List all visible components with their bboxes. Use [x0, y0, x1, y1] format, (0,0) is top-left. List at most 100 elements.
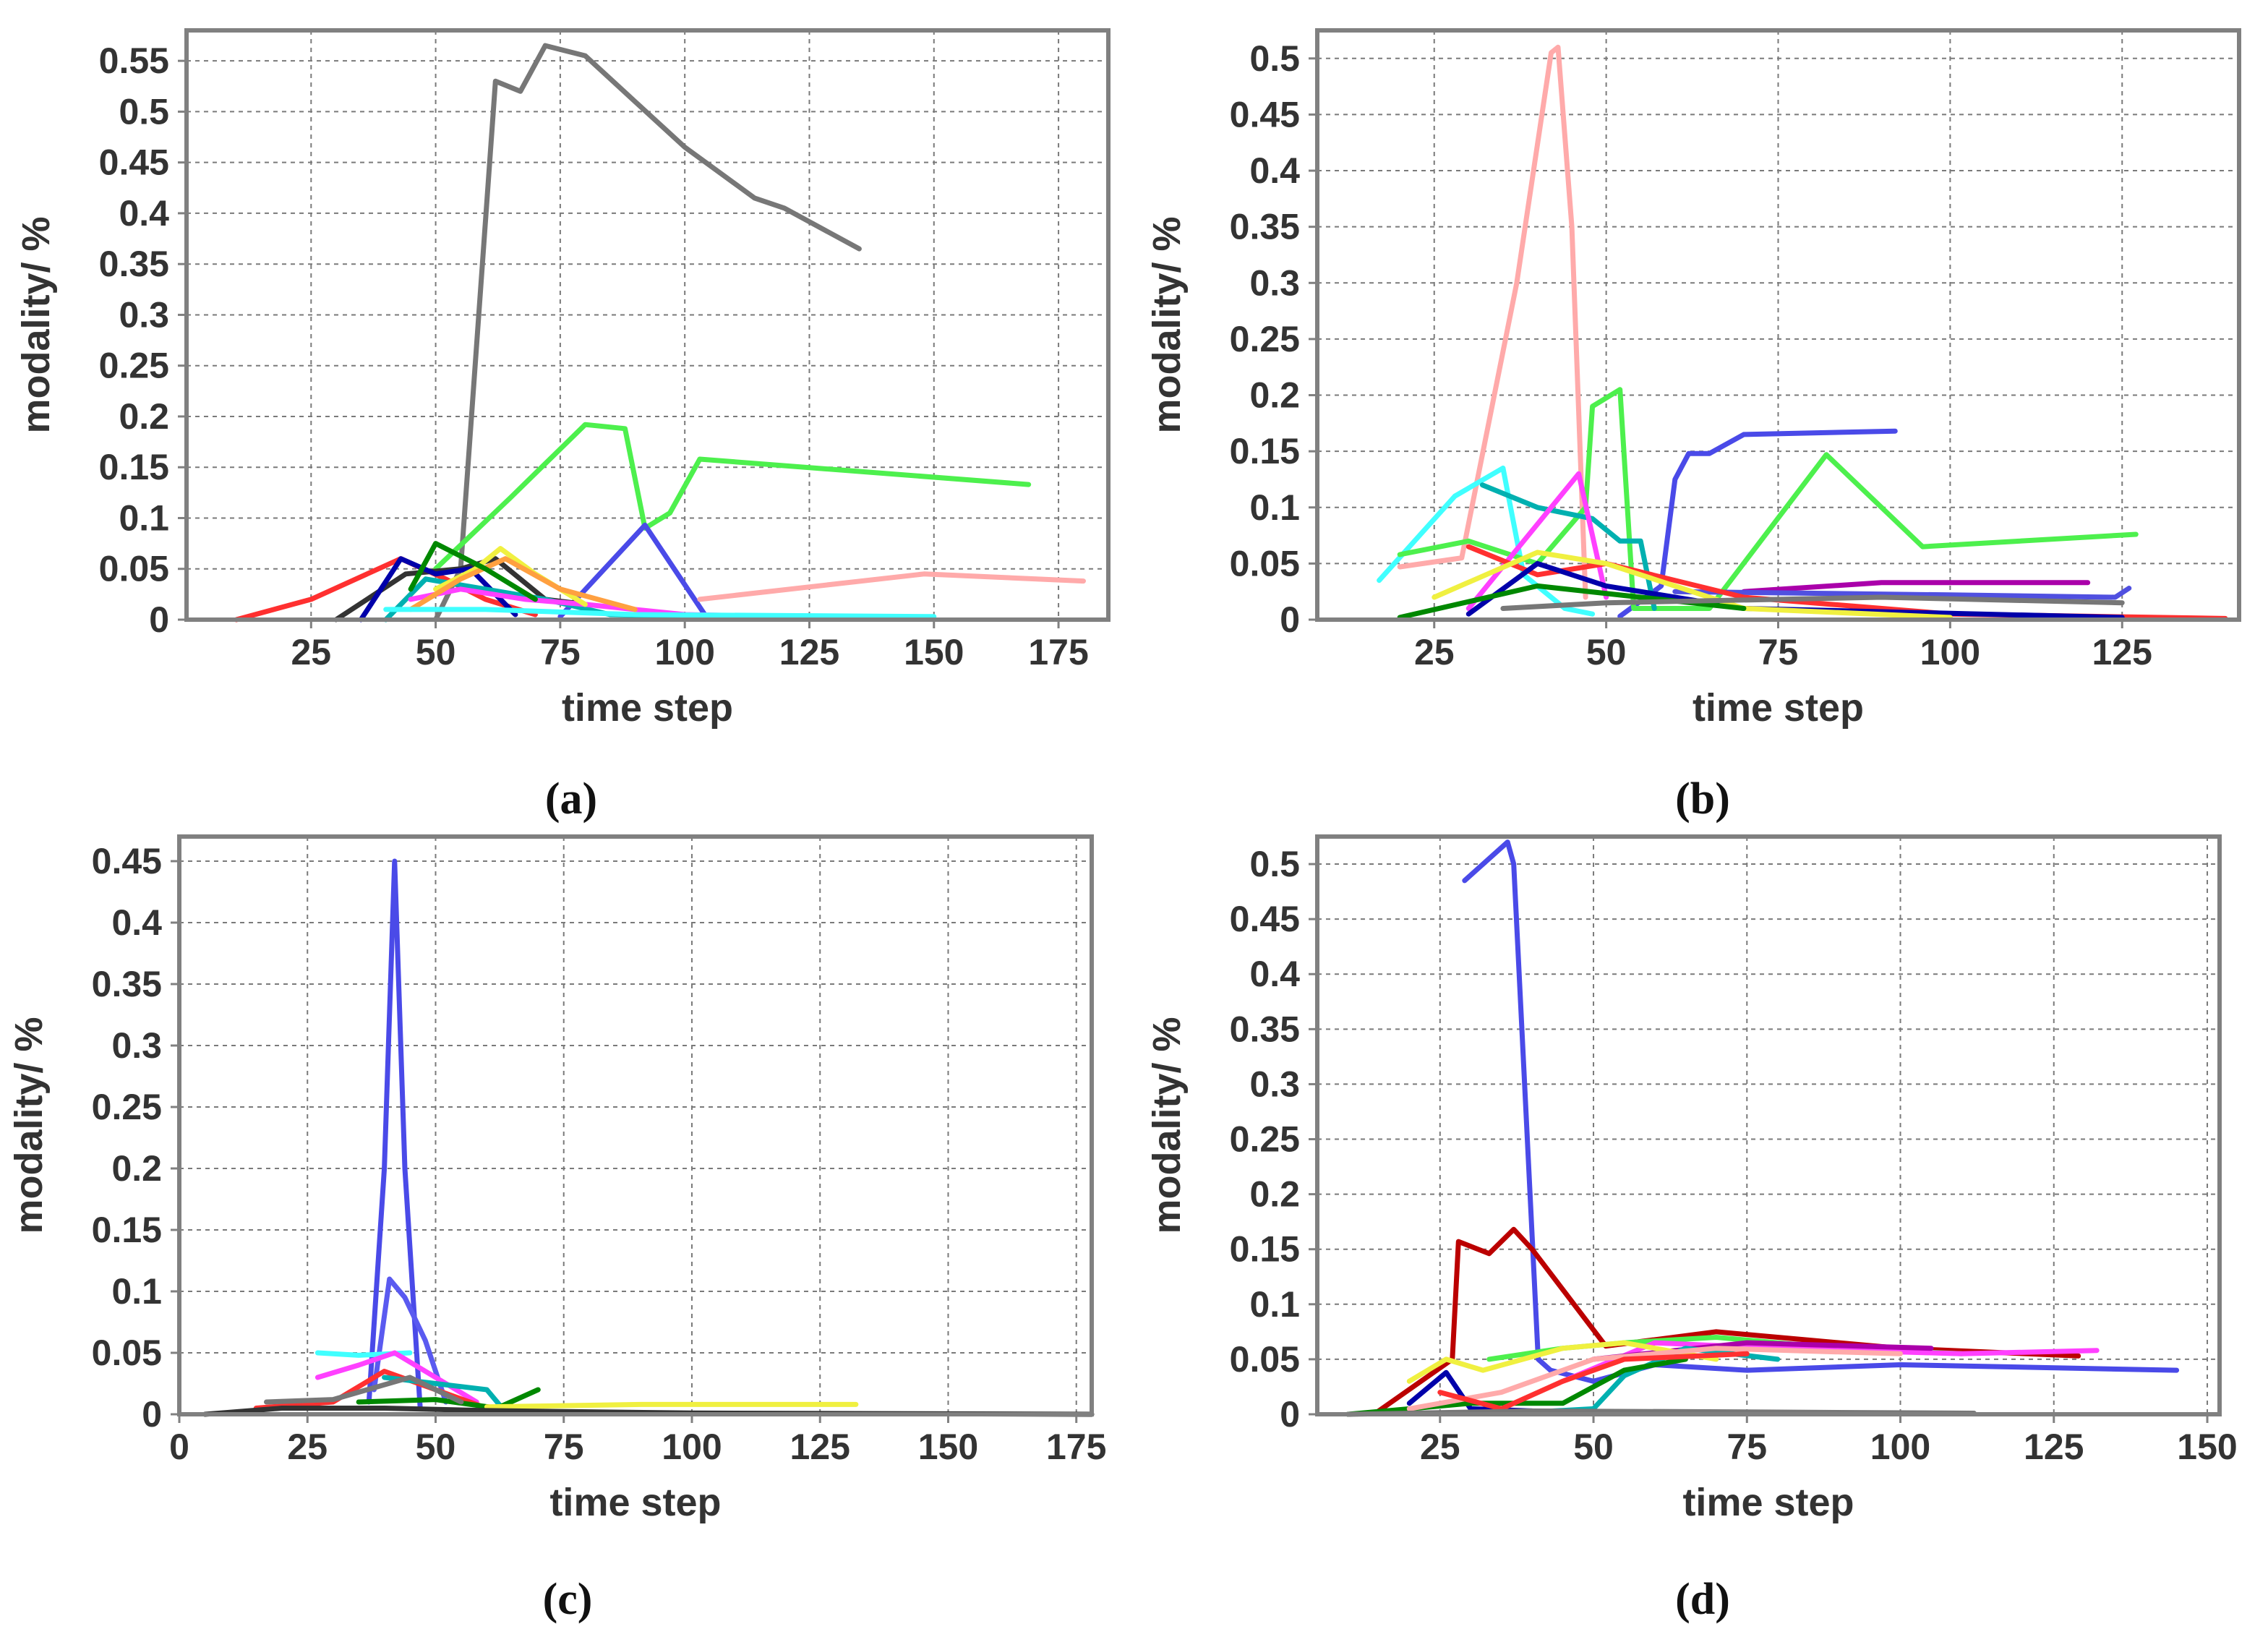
panel-b-x-tick-label: 100 [1920, 632, 1980, 672]
panel-c-x-tick-label: 175 [1046, 1427, 1106, 1467]
panel-b-y-tick-label: 0.05 [1230, 543, 1300, 584]
panel-c-x-tick-label: 50 [416, 1427, 456, 1467]
panel-c-x-tick-label: 100 [662, 1427, 722, 1467]
panel-a-x-tick-label: 175 [1028, 632, 1088, 672]
panel-d-axes-frame [1315, 834, 2222, 1416]
panel-a-y-tick-label: 0.15 [99, 447, 169, 487]
panel-c-x-tick-label: 150 [918, 1427, 978, 1467]
panel-d-y-tick-label: 0.5 [1249, 844, 1300, 884]
panel-c-series-slateblue [371, 1276, 449, 1405]
panel-b-series-purple [1741, 580, 2091, 594]
panel-b-y-tick-label: 0.3 [1249, 262, 1300, 303]
panel-b-series-pink [1397, 44, 1588, 600]
panel-b-x-tick-label: 25 [1414, 632, 1455, 672]
panel-a-y-tick-label: 0.4 [119, 193, 169, 234]
panel-b-y-tick-label: 0.25 [1230, 319, 1300, 359]
panel-a-y-tick-label: 0 [149, 599, 169, 640]
panel-a-y-tick-label: 0.2 [119, 396, 169, 437]
panel-b-series-gray [1500, 594, 2125, 611]
panel-b-x-tick-label: 75 [1758, 632, 1799, 672]
panel-a-y-tick-label: 0.55 [99, 40, 169, 81]
panel-c-y-tick-label: 0.45 [92, 841, 162, 881]
panel-d-x-tick-label: 75 [1726, 1427, 1767, 1467]
panel-b-series-cyan [1377, 465, 1596, 617]
panel-c: 0 25 50 75 100 125 150 175 0 0.05 0.1 0.15 0.2 0.25 0.… [7, 834, 1106, 1624]
panel-a-series-pink [697, 571, 1086, 602]
panel-c-x-tick-label: 25 [287, 1427, 328, 1467]
panel-c-series-darkgreen [356, 1387, 541, 1411]
panel-c-y-tick-label: 0.25 [92, 1087, 162, 1127]
panel-d-x-tick-label: 125 [2024, 1427, 2084, 1467]
panel-a-axes-frame [184, 28, 1111, 622]
panel-a-series-blue [557, 522, 708, 620]
panel-b-caption: (b) [1675, 774, 1730, 824]
panel-c-x-tick-label: 75 [544, 1427, 584, 1467]
panel-d-x-axis-title: time step [1682, 1481, 1854, 1524]
panel-a-series-navy [358, 556, 518, 623]
panel-c-y-tick-label: 0.2 [111, 1148, 162, 1189]
panel-d-x-tick-label: 50 [1573, 1427, 1614, 1467]
panel-a-series-darkgreen [408, 541, 538, 602]
panel-c-y-tick-label: 0 [142, 1394, 162, 1435]
panel-b-y-tick-label: 0.15 [1230, 431, 1300, 471]
panel-a-x-tick-label: 75 [540, 632, 581, 672]
panel-a-series-gray [433, 43, 862, 623]
panel-a-y-tick-label: 0.25 [99, 346, 169, 386]
panel-c-plot-area [179, 837, 1092, 1414]
panel-c-series-blue [366, 858, 423, 1411]
panel-d-series-pink [1406, 1346, 1903, 1411]
panel-b-x-tick-label: 50 [1586, 632, 1627, 672]
panel-a-y-tick-label: 0.3 [119, 294, 169, 335]
panel-d-y-axis-title: modality/ % [1145, 1017, 1189, 1234]
panel-c-y-tick-label: 0.35 [92, 964, 162, 1004]
panel-b-y-tick-label: 0.1 [1249, 487, 1300, 528]
panel-b-y-tick-label: 0 [1280, 599, 1300, 640]
panel-a-series-green [433, 422, 1032, 572]
panel-d-y-tick-label: 0.35 [1230, 1009, 1300, 1049]
panel-d-x-tick-label: 100 [1870, 1427, 1930, 1467]
panel-c-series-yellow [484, 1401, 859, 1410]
panel-b-series-slateblue [1672, 586, 2132, 600]
panel-a-x-tick-label: 100 [654, 632, 714, 672]
panel-a-x-tick-label: 25 [291, 632, 331, 672]
panel-c-y-tick-label: 0.1 [111, 1271, 162, 1312]
panel-c-series-gray [264, 1375, 464, 1405]
panel-b-y-axis-title: modality/ % [1145, 216, 1189, 433]
panel-a-x-tick-label: 50 [416, 632, 456, 672]
panel-c-y-axis-title: modality/ % [7, 1017, 51, 1234]
panel-a-x-axis-title: time step [562, 686, 733, 730]
panel-c-caption: (c) [543, 1575, 593, 1624]
panel-d-plot-area [1317, 837, 2220, 1414]
panel-b-y-tick-label: 0.35 [1230, 207, 1300, 247]
panel-b-x-tick-label: 125 [2092, 632, 2152, 672]
panel-d-series-darkred [1376, 1226, 2081, 1414]
panel-d-caption: (d) [1675, 1575, 1730, 1624]
panel-d: 25 50 75 100 125 150 0 0.05 0.1 0.15 0.2 0.25 0.3 0.3… [1145, 834, 2238, 1624]
panel-c-x-tick-label: 125 [790, 1427, 850, 1467]
panel-c-y-tick-label: 0.15 [92, 1210, 162, 1250]
panel-d-x-tick-label: 150 [2177, 1427, 2237, 1467]
panel-b-series-yellow [1432, 550, 1953, 620]
panel-a-y-tick-label: 0.5 [119, 91, 169, 132]
panel-c-series-teal [382, 1375, 505, 1411]
panel-a-x-tick-label: 125 [779, 632, 839, 672]
panel-a: 25 50 75 100 125 150 175 0 0.05 0.1 0.15 0.2 0.25 0.3… [14, 28, 1111, 824]
panel-a-y-tick-label: 0.35 [99, 244, 169, 284]
panel-a-y-axis-title: modality/ % [14, 216, 58, 433]
panel-a-y-tick-label: 0.05 [99, 549, 169, 589]
panel-b-series-magenta [1465, 471, 1609, 611]
panel-c-axes-frame [177, 834, 1094, 1416]
panel-c-y-tick-label: 0.05 [92, 1333, 162, 1373]
panel-d-y-tick-label: 0.3 [1249, 1064, 1300, 1104]
panel-a-series-cyan [383, 607, 937, 620]
panel-d-series-red [1437, 1351, 1750, 1411]
panel-d-y-tick-label: 0.25 [1230, 1119, 1300, 1160]
panel-d-y-tick-label: 0.1 [1249, 1284, 1300, 1325]
panel-b-x-axis-title: time step [1693, 686, 1864, 730]
panel-b-y-tick-label: 0.5 [1249, 38, 1300, 79]
panel-d-y-tick-label: 0.2 [1249, 1174, 1300, 1215]
panel-b-y-tick-label: 0.4 [1249, 150, 1300, 191]
panel-d-series-yellow [1406, 1340, 1719, 1384]
panel-b-series-teal [1479, 482, 1657, 611]
